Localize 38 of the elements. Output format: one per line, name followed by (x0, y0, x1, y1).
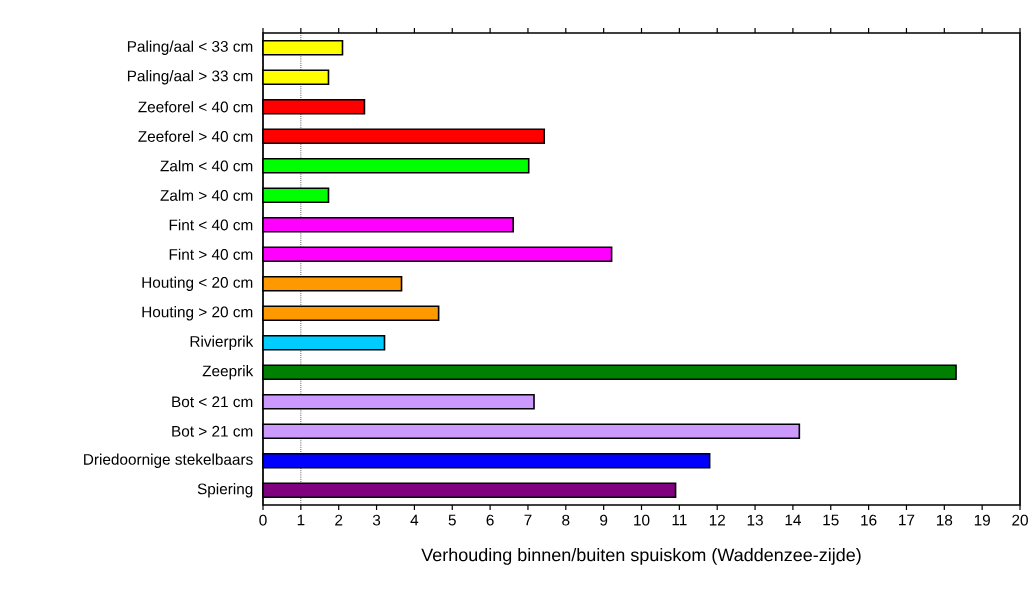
x-tick-label: 16 (861, 514, 877, 526)
y-tick-label: Bot < 21 cm (172, 396, 253, 408)
x-tick-label: 19 (974, 514, 990, 526)
y-tick-label: Driedoornige stekelbaars (84, 453, 253, 468)
x-tick-label: 13 (747, 514, 763, 526)
x-tick-label: 3 (372, 514, 381, 526)
y-tick-label: Houting < 20 cm (142, 276, 253, 291)
y-tick-label: Paling/aal < 33 cm (127, 40, 253, 55)
y-tick-label: Bot > 21 cm (172, 425, 253, 437)
x-tick-label: 20 (1012, 514, 1028, 526)
x-tick-label: 0 (259, 514, 267, 526)
y-tick-label: Paling/aal > 33 cm (127, 70, 253, 85)
y-tick-label: Fint < 40 cm (169, 219, 253, 231)
x-tick-label: 9 (600, 514, 608, 526)
x-tick-label: 7 (524, 514, 532, 526)
x-tick-label: 18 (936, 514, 953, 526)
y-tick-label: Rivierprik (190, 335, 254, 350)
x-tick-label: 4 (410, 514, 419, 526)
y-tick-label: Zalm > 40 cm (160, 189, 253, 201)
x-tick-label: 10 (634, 514, 650, 526)
x-tick-label: 8 (562, 514, 570, 526)
x-tick-label: 15 (823, 514, 839, 526)
x-tick-label: 14 (785, 514, 801, 526)
x-tick-label: 1 (297, 514, 305, 526)
y-tick-label: Fint > 40 cm (169, 248, 253, 260)
x-tick-label: 17 (899, 514, 915, 526)
y-tick-label: Zeeforel < 40 cm (138, 101, 253, 113)
y-tick-label: Zeeforel > 40 cm (138, 130, 253, 142)
y-tick-label: Houting > 20 cm (142, 306, 253, 321)
x-tick-label: 11 (672, 514, 687, 526)
y-tick-label: Zalm < 40 cm (160, 160, 253, 172)
y-tick-label: Zeeprik (202, 365, 254, 380)
x-tick-label: 2 (335, 514, 343, 526)
x-axis-title: Verhouding binnen/buiten spuiskom (Waddenzee-zijde) (421, 548, 861, 565)
x-tick-label: 6 (486, 514, 494, 526)
x-tick-label: 5 (448, 514, 456, 526)
y-tick-label: Spiering (197, 483, 253, 498)
x-tick-label: 12 (709, 514, 725, 526)
